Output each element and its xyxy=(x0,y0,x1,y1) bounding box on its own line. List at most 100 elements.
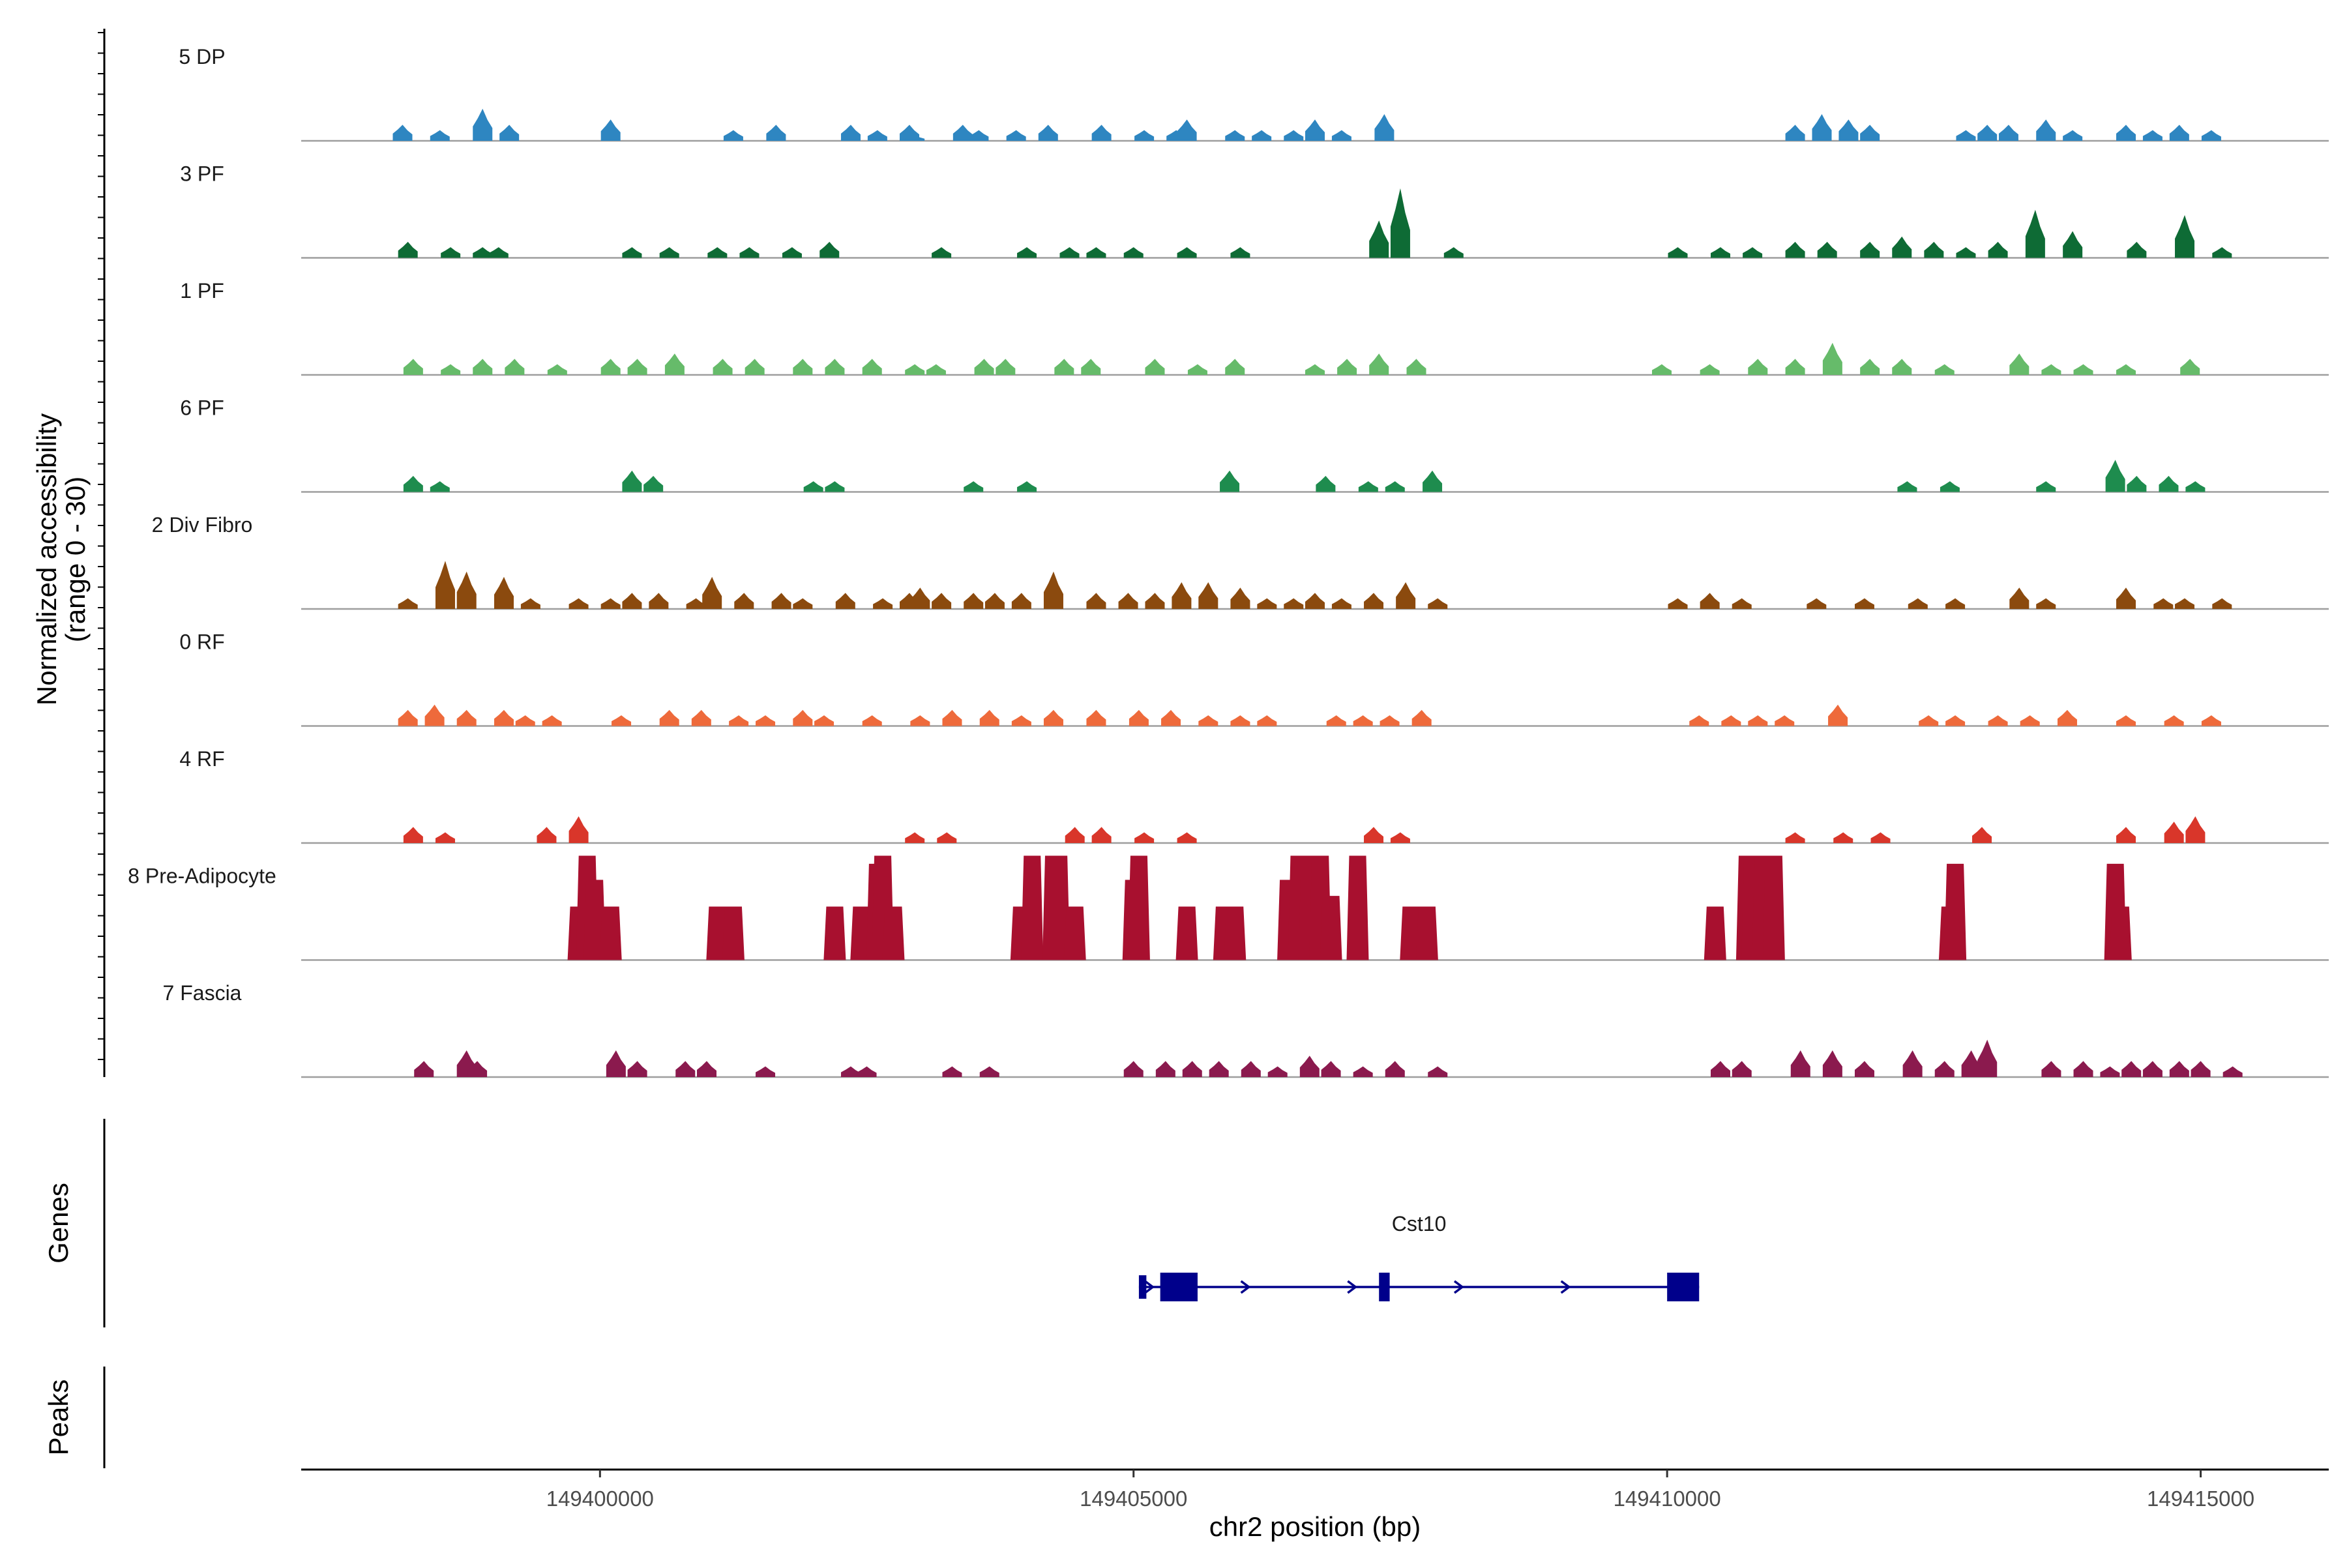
coverage-peak xyxy=(1956,247,1976,258)
coverage-peak xyxy=(403,475,423,492)
coverage-peak xyxy=(1790,1050,1810,1077)
coverage-peak xyxy=(1321,1061,1341,1077)
coverage-peak xyxy=(2009,353,2030,375)
coverage-peak xyxy=(627,359,647,375)
gene-exon xyxy=(1379,1273,1390,1301)
coverage-peak xyxy=(398,598,418,609)
coverage-peak xyxy=(825,359,845,375)
coverage-peak xyxy=(1406,359,1426,375)
coverage-peak xyxy=(782,247,802,258)
coverage-peak xyxy=(1892,236,1912,258)
coverage-peak xyxy=(612,715,632,726)
coverage-peak xyxy=(600,359,621,375)
coverage-peak xyxy=(2212,598,2232,609)
coverage-peak xyxy=(1175,906,1198,960)
coverage-peak xyxy=(1934,364,1955,375)
coverage-peak xyxy=(2041,364,2061,375)
coverage-peak xyxy=(1833,832,1853,843)
coverage-peak xyxy=(2142,1061,2162,1077)
coverage-peak xyxy=(622,593,642,609)
coverage-peak xyxy=(2063,130,2083,141)
coverage-peak xyxy=(2201,715,2221,726)
coverage-peak xyxy=(942,709,962,726)
coverage-peak xyxy=(1267,1066,1288,1077)
coverage-peak xyxy=(926,364,946,375)
coverage-peak xyxy=(456,571,477,609)
coverage-peak xyxy=(2201,130,2221,141)
coverage-peak xyxy=(1854,1061,1874,1077)
coverage-peak xyxy=(1988,715,2008,726)
coverage-peak xyxy=(2222,1066,2243,1077)
coverage-peak xyxy=(1934,1061,1955,1077)
coverage-peak xyxy=(1977,1039,1998,1077)
coverage-peak xyxy=(1059,247,1080,258)
coverage-peak xyxy=(1897,481,1917,492)
coverage-peak xyxy=(398,241,418,258)
coverage-peak xyxy=(1892,359,1912,375)
coverage-peak xyxy=(1305,119,1325,141)
coverage-peak xyxy=(1043,709,1063,726)
coverage-peak xyxy=(2127,475,2147,492)
coverage-peak xyxy=(1748,715,1768,726)
coverage-tracks: 5 DP 3 PF 1 PF 6 PF 2 Div Fibro 0 RF 4 RF 8 Pre… xyxy=(128,45,2329,1078)
coverage-peak xyxy=(488,247,509,258)
coverage-peak xyxy=(675,1061,696,1077)
coverage-peak xyxy=(1732,1061,1752,1077)
coverage-peak xyxy=(1390,832,1410,843)
coverage-peak xyxy=(2121,1061,2142,1077)
coverage-peak xyxy=(1284,598,1304,609)
coverage-peak xyxy=(1063,906,1086,960)
strand-arrow xyxy=(1453,1280,1464,1294)
coverage-peak xyxy=(2073,364,2093,375)
track-label: 7 Fascia xyxy=(163,981,242,1005)
coverage-peak xyxy=(1198,715,1218,726)
coverage-peak xyxy=(2164,715,2184,726)
coverage-peak xyxy=(1711,1061,1730,1077)
coverage-peak xyxy=(1423,470,1443,492)
coverage-peak xyxy=(1305,593,1325,609)
coverage-peak xyxy=(1860,125,1880,141)
track-1-pf: 1 PF xyxy=(180,279,2329,376)
coverage-peak xyxy=(499,125,520,141)
coverage-peak xyxy=(1123,247,1144,258)
coverage-peak xyxy=(835,593,855,609)
coverage-peak xyxy=(1428,598,1448,609)
coverage-peak xyxy=(686,598,706,609)
coverage-peak xyxy=(862,715,882,726)
coverage-peak xyxy=(1011,593,1031,609)
coverage-peak xyxy=(793,359,813,375)
coverage-peak xyxy=(1721,715,1741,726)
coverage-peak xyxy=(823,906,846,960)
coverage-peak xyxy=(862,359,882,375)
coverage-peak xyxy=(1988,241,2008,258)
coverage-peak xyxy=(1938,906,1961,960)
coverage-peak xyxy=(2185,816,2206,843)
coverage-peak xyxy=(910,587,930,609)
coverage-peak xyxy=(932,593,952,609)
coverage-peak xyxy=(414,1061,434,1077)
coverage-peak xyxy=(793,598,813,609)
coverage-peak xyxy=(1807,598,1827,609)
coverage-peak xyxy=(441,247,461,258)
coverage-peak xyxy=(1385,1061,1405,1077)
coverage-peak xyxy=(2164,821,2184,843)
coverage-peak xyxy=(1209,1061,1229,1077)
coverage-peak xyxy=(424,704,445,726)
coverage-peak xyxy=(979,709,999,726)
coverage-peak xyxy=(1902,1050,1923,1077)
strand-arrow xyxy=(1240,1280,1251,1294)
coverage-peak xyxy=(1838,119,1859,141)
coverage-peak xyxy=(1945,715,1966,726)
coverage-peak xyxy=(1785,241,1805,258)
coverage-peak xyxy=(1651,364,1672,375)
coverage-peak xyxy=(723,130,743,141)
coverage-peak xyxy=(905,364,925,375)
coverage-peak xyxy=(2185,481,2206,492)
track-label: 2 Div Fibro xyxy=(152,513,253,537)
coverage-peak xyxy=(1187,364,1207,375)
coverage-peak xyxy=(1172,582,1192,609)
coverage-peak xyxy=(456,709,477,726)
track-label: 0 RF xyxy=(179,630,224,654)
coverage-peak xyxy=(2036,481,2056,492)
coverage-peak xyxy=(403,359,423,375)
